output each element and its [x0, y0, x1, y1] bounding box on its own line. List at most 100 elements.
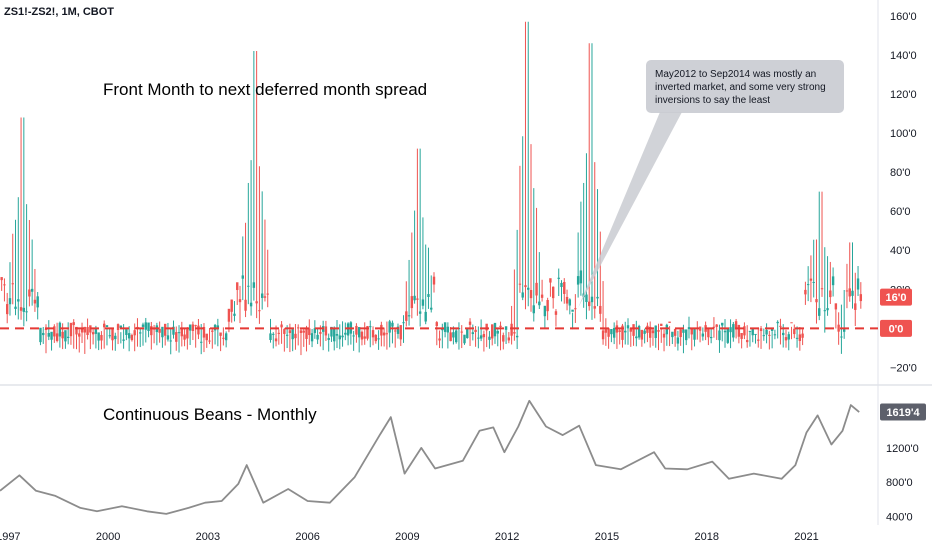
candle-body: [114, 335, 117, 340]
last-value-badge-bg: [880, 288, 912, 306]
candle-body: [793, 328, 796, 335]
time-axis[interactable]: 1997 2000 2003 2006 2009 2012 2015 2018 2021: [0, 531, 819, 543]
last-value-badge: 16'0: [880, 288, 912, 306]
candle-body: [385, 333, 389, 335]
candle-body: [804, 289, 807, 295]
beans-price-axis[interactable]: 400'0 800'0 1200'0: [886, 443, 919, 524]
candle-body: [72, 322, 75, 326]
candle-body: [732, 324, 735, 338]
candle-body: [840, 336, 843, 338]
beans-last-badge: 1619'4: [880, 403, 926, 421]
spread-axis-tick: 100'0: [890, 128, 917, 140]
candle-body: [83, 326, 87, 333]
callout-line-3: inversions to say the least: [655, 95, 770, 106]
symbol-title[interactable]: ZS1!-ZS2!, 1M, CBOT: [4, 6, 114, 18]
last-value-text: 16'0: [886, 292, 907, 304]
candle-body: [574, 308, 577, 310]
spread-axis-tick: 160'0: [890, 11, 917, 23]
candle-body: [80, 327, 84, 333]
candle-body: [621, 325, 624, 340]
candle-body: [122, 339, 125, 341]
candle-body: [543, 305, 547, 317]
candle-body: [413, 295, 416, 301]
candle-body: [269, 333, 272, 341]
candle-body: [679, 329, 682, 338]
candle-body: [366, 325, 369, 339]
candle-body: [454, 330, 458, 343]
candle-body: [773, 334, 777, 336]
candle-body: [851, 290, 854, 296]
candle-body: [224, 333, 228, 341]
candle-body: [288, 330, 292, 334]
candle-body: [302, 330, 305, 333]
candle-body: [175, 332, 178, 342]
candle-body: [610, 329, 613, 335]
candle-body: [757, 339, 760, 341]
candle-body: [313, 328, 317, 334]
candle-body: [324, 326, 328, 336]
candle-body: [133, 330, 136, 336]
candle-body: [607, 328, 610, 337]
candle-body: [33, 299, 37, 304]
candle-body: [565, 296, 569, 304]
candle-body: [529, 289, 533, 299]
candle-body: [64, 330, 67, 342]
beans-annotation-title[interactable]: Continuous Beans - Monthly: [103, 405, 317, 424]
candle-body: [443, 322, 447, 332]
candle-body: [211, 330, 214, 332]
candle-body: [11, 283, 14, 285]
candle-body: [740, 332, 743, 339]
candle-body: [759, 328, 763, 332]
candle-body: [53, 326, 56, 337]
candle-body: [768, 334, 771, 336]
candle-body: [446, 326, 450, 333]
candle-body: [787, 334, 790, 340]
spread-price-axis[interactable]: −20'020'040'060'080'0100'0120'0140'0160'…: [890, 11, 917, 374]
candle-body: [374, 334, 378, 342]
candle-body: [604, 329, 608, 333]
candle-body: [712, 326, 716, 328]
candle-body: [216, 325, 220, 329]
time-axis-tick: 2012: [495, 531, 519, 543]
candle-body: [837, 324, 840, 332]
beans-axis-tick: 1200'0: [886, 443, 919, 455]
candle-body: [726, 327, 729, 343]
candle-body: [371, 330, 375, 338]
candle-body: [42, 332, 45, 336]
candle-body: [344, 332, 347, 335]
time-axis-tick: 2006: [295, 531, 319, 543]
candle-body: [859, 294, 863, 302]
candle-body: [28, 289, 31, 297]
candle-body: [795, 337, 799, 339]
candle-body: [737, 324, 741, 337]
callout-pointer: [578, 112, 682, 308]
candle-body: [693, 329, 696, 340]
candle-body: [770, 328, 774, 332]
spread-annotation-title[interactable]: Front Month to next deferred month sprea…: [103, 80, 427, 99]
candle-body: [734, 321, 738, 330]
callout[interactable]: May2012 to Sep2014 was mostly an inverte…: [578, 60, 844, 308]
candle-body: [515, 335, 519, 338]
candle-body: [665, 324, 669, 335]
candle-body: [402, 322, 405, 324]
candle-body: [299, 330, 303, 333]
candle-body: [449, 332, 452, 342]
candle-body: [571, 309, 574, 312]
candle-body: [546, 300, 549, 312]
candle-body: [798, 334, 802, 342]
candle-body: [463, 334, 466, 344]
candle-body: [435, 322, 438, 326]
candle-body: [119, 325, 123, 329]
candle-body: [471, 332, 475, 335]
candle-body: [177, 332, 181, 334]
candle-body: [6, 304, 9, 315]
candle-body: [488, 336, 491, 340]
candle-body: [513, 332, 516, 334]
candle-body: [25, 311, 28, 313]
candle-body: [394, 330, 397, 332]
callout-line-1: May2012 to Sep2014 was mostly an: [655, 69, 816, 80]
candle-body: [233, 313, 236, 316]
candle-body: [208, 340, 211, 342]
beans-last-value-text: 1619'4: [886, 407, 920, 419]
candle-body: [283, 329, 286, 334]
